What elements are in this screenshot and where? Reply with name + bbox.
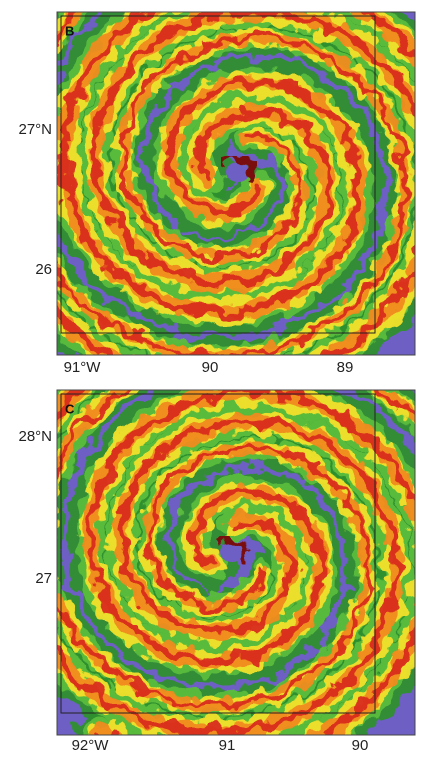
map-panel <box>15 339 425 757</box>
panel-label: B <box>65 23 74 38</box>
longitude-label: 92°W <box>72 737 110 754</box>
latitude-label: 27 <box>35 570 52 587</box>
figure: B 27°N 26 91°W 90 89 C 28°N 27 92°W 91 90 <box>0 0 425 757</box>
longitude-label: 91°W <box>64 359 102 376</box>
eye <box>220 542 244 562</box>
page: B27°N2691°W9089C28°N2792°W9190 (() => { … <box>0 0 425 757</box>
map-panel <box>18 0 425 383</box>
longitude-label: 91 <box>219 737 236 754</box>
panel-label: C <box>65 401 75 416</box>
latitude-label: 28°N <box>18 428 52 445</box>
longitude-label: 90 <box>202 359 219 376</box>
longitude-label: 89 <box>337 359 354 376</box>
eye <box>226 162 250 182</box>
latitude-label: 26 <box>35 261 52 278</box>
longitude-label: 90 <box>352 737 369 754</box>
latitude-label: 27°N <box>18 121 52 138</box>
